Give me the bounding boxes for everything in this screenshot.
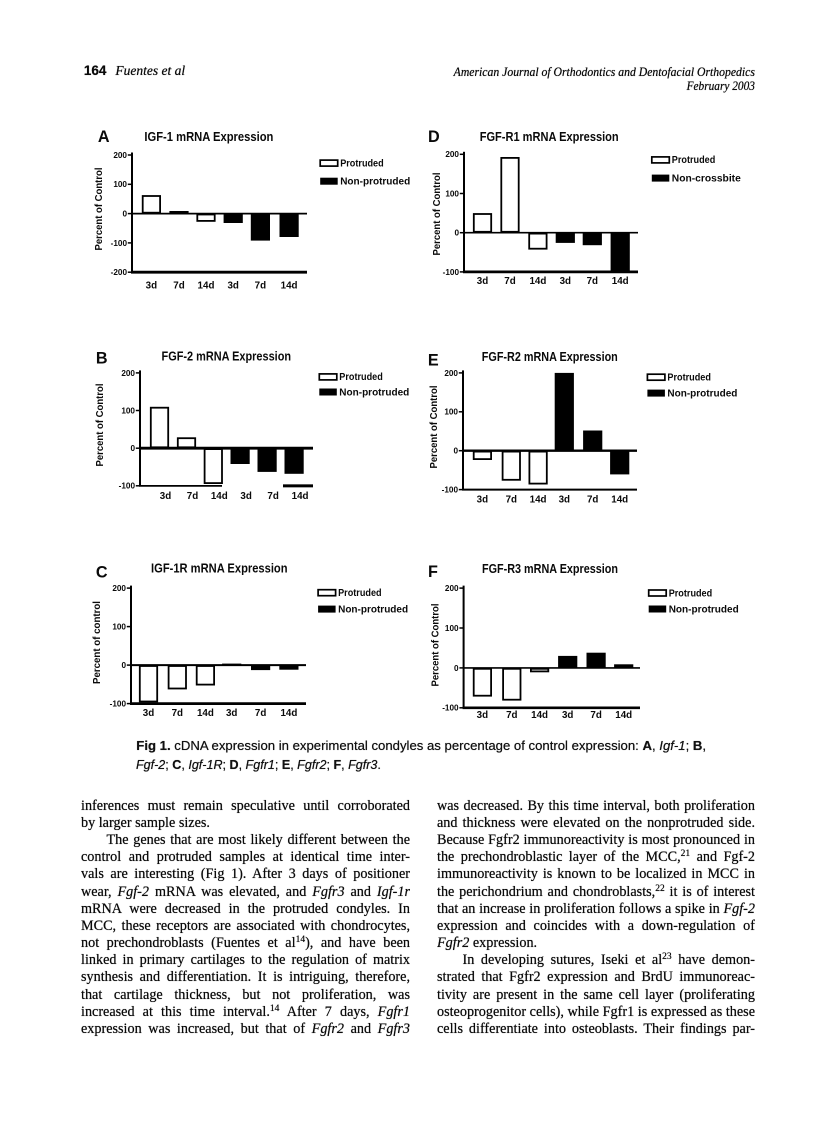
svg-text:200: 200 <box>112 584 126 593</box>
svg-text:B: B <box>96 349 108 367</box>
svg-text:Percent of Control: Percent of Control <box>95 383 106 466</box>
svg-text:3d: 3d <box>226 708 237 719</box>
svg-text:FGF-R2 mRNA Expression: FGF-R2 mRNA Expression <box>482 349 618 364</box>
svg-text:200: 200 <box>113 151 127 160</box>
svg-text:7d: 7d <box>587 276 598 287</box>
svg-text:Non-protruded: Non-protruded <box>338 604 408 615</box>
svg-text:7d: 7d <box>587 495 598 506</box>
svg-text:Percent of Control: Percent of Control <box>94 167 105 250</box>
svg-text:14d: 14d <box>530 495 547 506</box>
svg-text:200: 200 <box>444 369 458 378</box>
svg-text:3d: 3d <box>160 491 171 502</box>
svg-text:Percent of Control: Percent of Control <box>432 172 443 255</box>
svg-text:0: 0 <box>453 447 458 456</box>
svg-text:0: 0 <box>130 444 135 453</box>
svg-text:C: C <box>96 564 108 582</box>
svg-text:FGF-R3 mRNA Expression: FGF-R3 mRNA Expression <box>482 561 618 576</box>
svg-text:A: A <box>98 128 110 146</box>
svg-text:Protruded: Protruded <box>667 373 711 384</box>
svg-text:7d: 7d <box>504 276 515 287</box>
svg-text:3d: 3d <box>143 708 154 719</box>
svg-text:100: 100 <box>113 180 127 189</box>
svg-text:14d: 14d <box>615 710 632 721</box>
svg-text:Percent of Control: Percent of Control <box>429 385 440 468</box>
svg-text:Protruded: Protruded <box>669 588 713 599</box>
svg-text:3d: 3d <box>562 710 573 721</box>
svg-text:E: E <box>428 351 439 369</box>
svg-text:7d: 7d <box>173 281 184 292</box>
svg-text:Percent of Control: Percent of Control <box>431 603 442 686</box>
svg-text:100: 100 <box>444 408 458 417</box>
svg-text:14d: 14d <box>281 281 298 292</box>
svg-text:IGF-1 mRNA Expression: IGF-1 mRNA Expression <box>144 129 273 144</box>
svg-text:0: 0 <box>122 210 127 219</box>
svg-text:Protruded: Protruded <box>338 588 382 599</box>
svg-text:-100: -100 <box>110 700 127 709</box>
svg-text:Percent of control: Percent of control <box>92 601 103 684</box>
svg-text:Non-crossbite: Non-crossbite <box>672 173 741 184</box>
svg-text:3d: 3d <box>560 276 571 287</box>
svg-text:Protruded: Protruded <box>672 155 716 166</box>
svg-text:3d: 3d <box>227 281 238 292</box>
svg-text:200: 200 <box>121 369 135 378</box>
svg-text:FGF-2 mRNA Expression: FGF-2 mRNA Expression <box>162 349 292 364</box>
svg-text:3d: 3d <box>146 281 157 292</box>
svg-text:14d: 14d <box>531 710 548 721</box>
svg-text:3d: 3d <box>477 495 488 506</box>
svg-text:14d: 14d <box>292 491 309 502</box>
svg-text:-100: -100 <box>442 486 459 495</box>
svg-text:14d: 14d <box>197 708 214 719</box>
svg-text:14d: 14d <box>280 708 297 719</box>
svg-text:-200: -200 <box>111 268 128 277</box>
svg-text:7d: 7d <box>172 708 183 719</box>
svg-text:0: 0 <box>454 229 459 238</box>
svg-text:-100: -100 <box>442 704 459 713</box>
svg-text:Non-protruded: Non-protruded <box>667 388 737 399</box>
svg-text:IGF-1R mRNA Expression: IGF-1R mRNA Expression <box>151 561 288 576</box>
svg-text:14d: 14d <box>612 276 629 287</box>
svg-text:7d: 7d <box>187 491 198 502</box>
svg-text:7d: 7d <box>267 491 278 502</box>
svg-text:Non-protruded: Non-protruded <box>669 604 739 615</box>
svg-text:14d: 14d <box>198 281 215 292</box>
svg-text:-100: -100 <box>443 268 460 277</box>
svg-text:-100: -100 <box>119 482 136 491</box>
svg-text:-100: -100 <box>111 239 128 248</box>
svg-text:Non-protruded: Non-protruded <box>340 177 410 188</box>
svg-text:7d: 7d <box>255 708 266 719</box>
svg-text:3d: 3d <box>477 276 488 287</box>
svg-text:0: 0 <box>121 661 126 670</box>
svg-text:Protruded: Protruded <box>339 372 383 383</box>
svg-text:100: 100 <box>445 189 459 198</box>
svg-text:7d: 7d <box>590 710 601 721</box>
svg-text:100: 100 <box>445 624 459 633</box>
svg-text:D: D <box>428 128 440 146</box>
svg-text:F: F <box>428 563 438 581</box>
svg-text:14d: 14d <box>529 276 546 287</box>
svg-text:3d: 3d <box>240 491 251 502</box>
svg-text:0: 0 <box>454 664 459 673</box>
svg-text:7d: 7d <box>506 495 517 506</box>
svg-text:7d: 7d <box>506 710 517 721</box>
svg-text:7d: 7d <box>255 281 266 292</box>
svg-text:14d: 14d <box>211 491 228 502</box>
svg-text:200: 200 <box>445 584 459 593</box>
svg-text:3d: 3d <box>477 710 488 721</box>
svg-text:100: 100 <box>121 406 135 415</box>
svg-text:200: 200 <box>445 150 459 159</box>
svg-text:14d: 14d <box>611 495 628 506</box>
svg-text:3d: 3d <box>559 495 570 506</box>
svg-text:FGF-R1 mRNA Expression: FGF-R1 mRNA Expression <box>480 129 619 144</box>
svg-text:Non-protruded: Non-protruded <box>339 387 409 398</box>
svg-text:100: 100 <box>112 623 126 632</box>
svg-text:Protruded: Protruded <box>340 158 384 169</box>
